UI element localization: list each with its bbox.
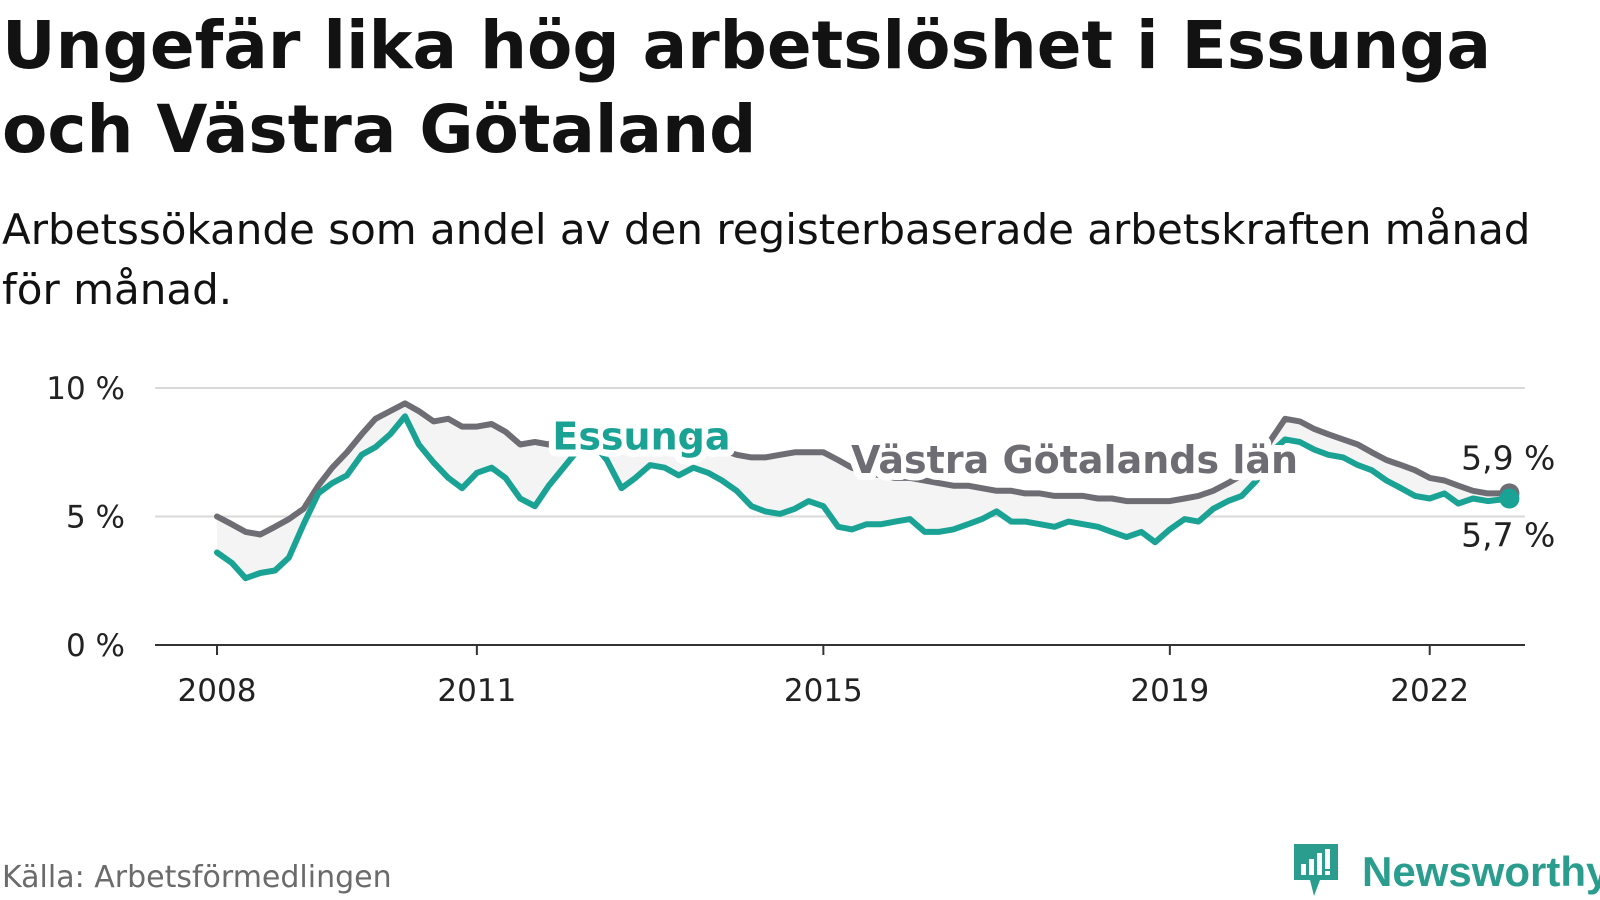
line-chart: 0 %5 %10 %2008 2011 2015 2019 2022 EssungaEs… (46, 371, 1555, 709)
series-label-region: Västra Götalands län (851, 438, 1298, 482)
newsworthy-logo-icon (1294, 844, 1338, 896)
series-label-halo-essunga: Essunga (552, 415, 730, 459)
difference-band (217, 403, 1510, 579)
end-label-essunga: 5,7 % (1461, 516, 1555, 555)
difference-area (217, 403, 1510, 579)
x-tick-label: 2019 (1130, 673, 1209, 709)
series-line-region (214, 400, 1513, 538)
x-tick-label: 2015 (784, 673, 863, 709)
x-tick-label: 2022 (1390, 673, 1469, 709)
brand-name: Newsworthy (1362, 848, 1600, 895)
series-line-essunga (214, 413, 1513, 582)
source-note: Källa: Arbetsförmedlingen (2, 860, 392, 895)
chart-title: Ungefär lika hög arbetslöshet i Essunga … (2, 7, 1492, 168)
y-tick-label: 10 % (46, 371, 125, 407)
series-lines (214, 400, 1520, 582)
y-tick-label: 0 % (66, 628, 125, 664)
x-tick-label: 2011 (437, 673, 516, 709)
series-label-halo-region: Västra Götalands län (851, 438, 1298, 482)
end-label-region: 5,9 % (1461, 438, 1555, 477)
chart-subtitle: Arbetssökande som andel av den registerb… (2, 205, 1531, 314)
x-tick-label: 2008 (178, 673, 257, 709)
axes: 0 % 5 % 10 % 2008 2011 2015 2019 2022 (46, 371, 1525, 709)
series-label-essunga: Essunga (552, 415, 730, 459)
y-tick-label: 5 % (66, 500, 125, 536)
end-point-essunga (1499, 488, 1520, 509)
